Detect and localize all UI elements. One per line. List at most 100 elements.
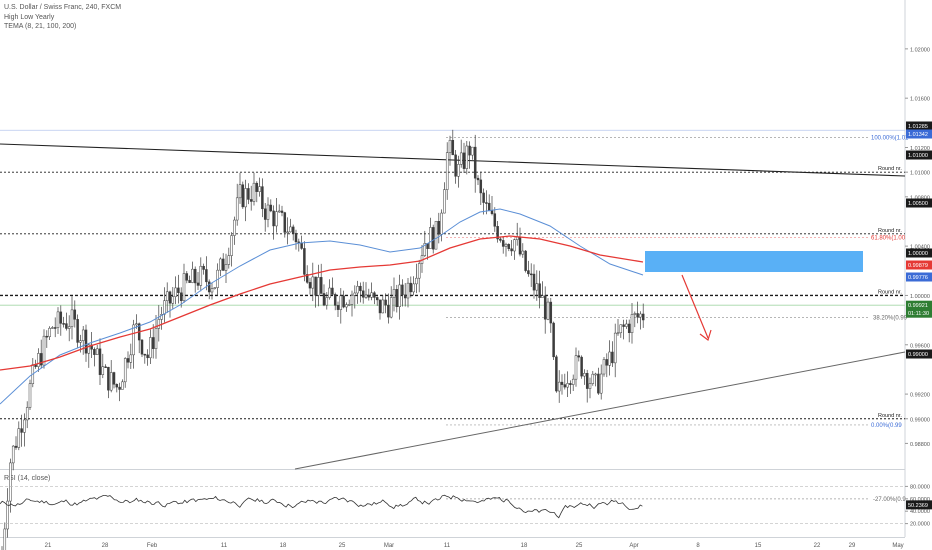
candle-body — [87, 344, 91, 354]
rsi-tick-label: 80.0000 — [910, 484, 930, 490]
candle-body — [580, 356, 583, 377]
round-number-label: Round nr. — [878, 289, 902, 295]
price-tick-label: 1.00800 — [910, 195, 930, 201]
candle-body — [412, 283, 415, 293]
price-badge — [906, 121, 932, 131]
candle-body — [345, 304, 348, 308]
candle-body — [560, 381, 564, 385]
candle-body — [227, 255, 231, 265]
candle-body — [11, 445, 15, 464]
candle-body — [406, 282, 410, 299]
candle-body — [67, 326, 71, 329]
candle-body — [473, 146, 477, 179]
candle-body — [123, 358, 127, 383]
rsi-current-badge — [906, 500, 932, 510]
candle-body — [549, 301, 553, 324]
candle-body — [527, 270, 530, 275]
candle-body — [546, 301, 550, 320]
candle-body — [168, 291, 172, 304]
candle-body — [333, 294, 337, 306]
bearish-arrow-head — [699, 329, 712, 341]
candle-body — [625, 323, 628, 327]
resistance-zone — [645, 251, 863, 272]
candle-body — [398, 284, 401, 308]
candle-body — [613, 332, 617, 364]
candle-body — [107, 366, 110, 391]
candle-body — [37, 353, 40, 367]
candle-body — [507, 244, 511, 249]
price-tick-label: 0.99200 — [910, 393, 930, 399]
price-tick-label: 1.02000 — [910, 47, 930, 53]
candle-body — [294, 233, 298, 243]
price-badge — [906, 349, 932, 359]
countdown-label: 01:11:30 — [908, 311, 929, 317]
candle-body — [81, 329, 85, 341]
candle-body — [485, 202, 488, 204]
candle-body — [496, 226, 499, 240]
candle-body — [602, 359, 606, 375]
time-label-15: 15 — [755, 543, 762, 549]
candle-body — [151, 337, 155, 349]
candle-body — [112, 372, 116, 385]
candle-body — [252, 182, 256, 202]
candle-body — [65, 323, 68, 329]
candle-body — [342, 295, 345, 308]
candle-body — [356, 285, 359, 294]
time-label-mar: Mar — [384, 543, 394, 549]
indicator-tema[interactable]: TEMA (8, 21, 100, 200) — [4, 23, 77, 30]
candle-body — [619, 324, 623, 334]
time-label-may: May — [892, 543, 903, 549]
candles — [1, 129, 645, 550]
candle-body — [513, 239, 516, 252]
candle-body — [193, 268, 197, 284]
candle-body — [367, 294, 371, 298]
candle-body — [532, 273, 536, 291]
candle-body — [23, 419, 26, 433]
candle-body — [311, 276, 315, 289]
candle-body — [459, 152, 463, 165]
candle-body — [308, 282, 312, 289]
candle-body — [280, 210, 284, 213]
round-number-label: Round nr. — [878, 228, 902, 234]
candle-body — [490, 210, 494, 214]
candle-body — [465, 145, 469, 169]
candle-body — [440, 212, 443, 235]
indicator-high-low-yearly[interactable]: High Low Yearly — [4, 13, 55, 21]
time-label-8: 8 — [696, 543, 700, 549]
rsi-line — [0, 494, 643, 519]
candle-body — [230, 235, 233, 256]
candle-body — [79, 340, 82, 343]
candle-body — [409, 282, 413, 293]
candle-body — [451, 139, 455, 156]
candle-body — [104, 366, 107, 368]
candle-body — [325, 297, 329, 306]
candle-body — [53, 327, 57, 329]
candle-body — [378, 299, 382, 314]
candle-body — [255, 182, 259, 192]
rsi-label[interactable]: RSI (14, close) — [4, 475, 51, 482]
price-badge — [906, 248, 932, 258]
candle-body — [457, 164, 460, 177]
candle-body — [392, 289, 396, 298]
candle-body — [591, 373, 595, 384]
candle-body — [244, 188, 247, 208]
candle-body — [305, 274, 309, 283]
candle-body — [182, 273, 186, 301]
candle-body — [454, 154, 457, 177]
candle-body — [45, 335, 49, 338]
candle-body — [364, 294, 368, 298]
candle-body — [482, 192, 485, 203]
fib-label: -27.00%(0.9 — [873, 497, 906, 503]
candle-body — [616, 332, 620, 335]
candle-body — [403, 294, 407, 299]
time-label-apr: Apr — [629, 543, 638, 549]
candle-body — [109, 372, 113, 391]
candle-body — [272, 210, 275, 227]
price-badge — [906, 129, 932, 139]
candle-body — [443, 189, 446, 214]
candle-body — [224, 264, 228, 271]
candle-body — [56, 311, 60, 328]
candle-body — [174, 287, 177, 297]
candle-body — [641, 313, 645, 321]
